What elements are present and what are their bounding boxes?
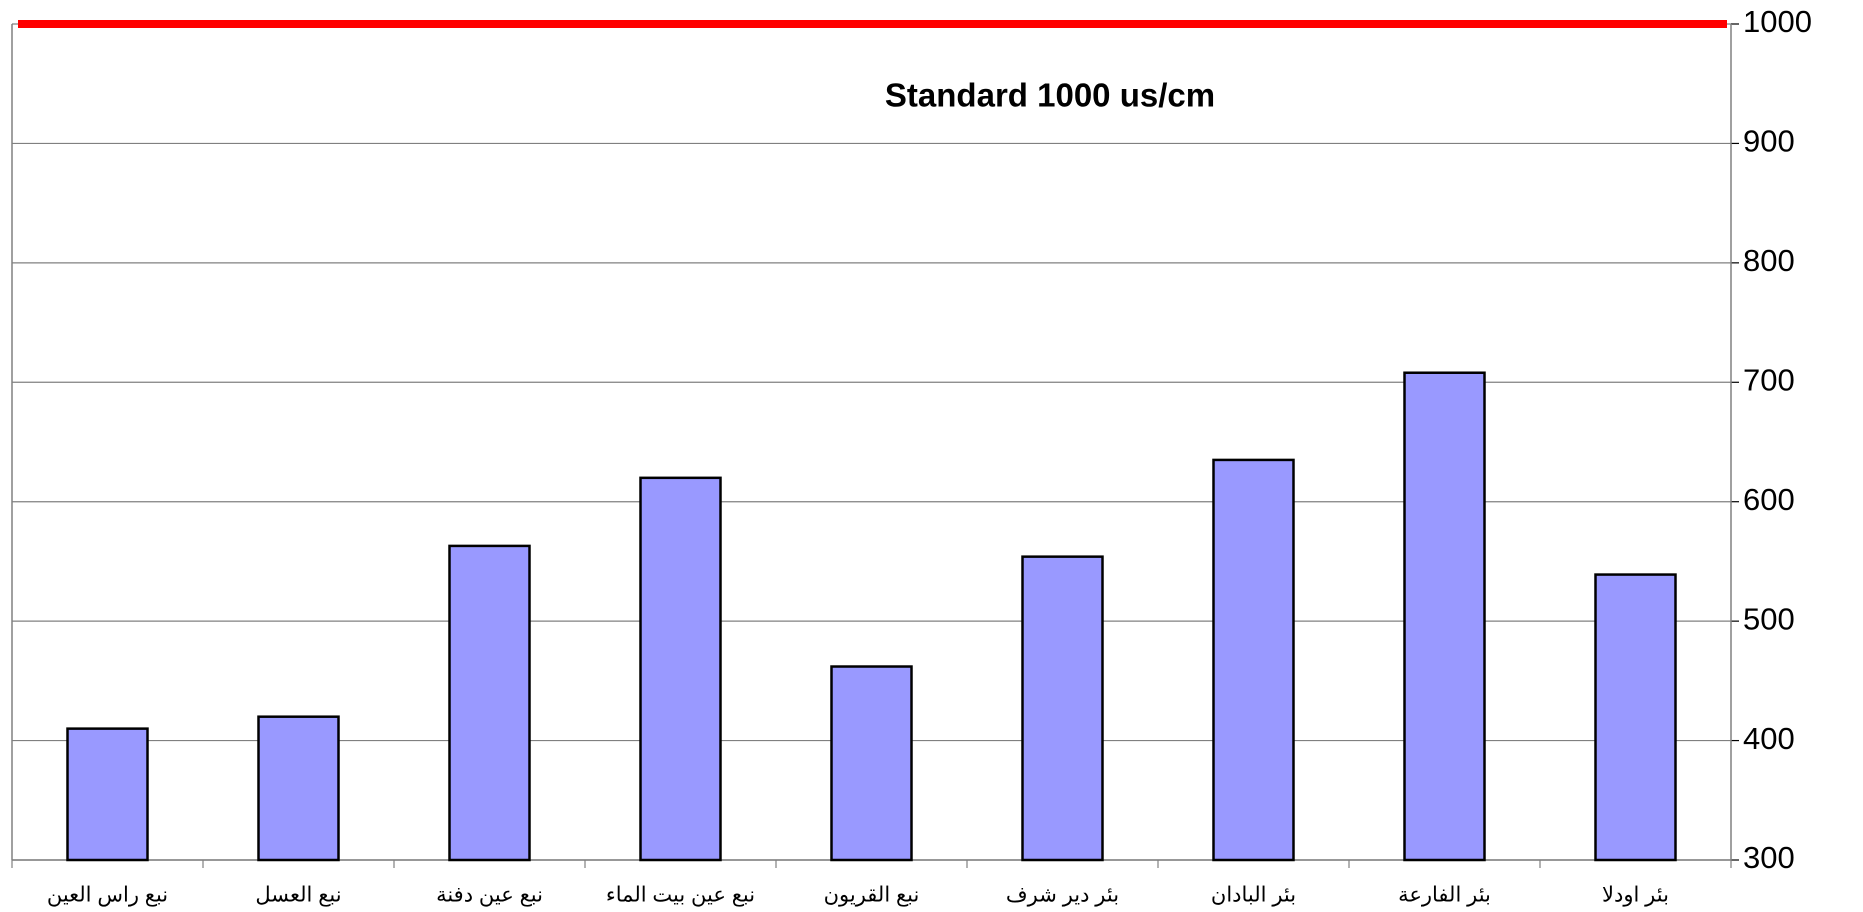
x-tick-label: نبع العسل	[255, 884, 341, 908]
bar	[830, 665, 913, 862]
y-tick-label: 900	[1743, 124, 1795, 159]
bar	[1594, 573, 1677, 862]
bar	[639, 476, 722, 862]
x-tick-label: بئر البادان	[1211, 884, 1296, 908]
y-tick-label: 700	[1743, 362, 1795, 397]
y-tick-label: 800	[1743, 243, 1795, 278]
y-tick-label: 400	[1743, 721, 1795, 756]
x-tick-label: بئر دير شرف	[1006, 884, 1119, 908]
x-tick-label: نبع عين بيت الماء	[606, 884, 755, 908]
x-tick-label: نبع القريون	[824, 884, 920, 908]
y-tick-label: 600	[1743, 482, 1795, 517]
x-tick-label: بئر اودلا	[1602, 884, 1669, 908]
x-tick-label: نبع راس العين	[47, 884, 168, 908]
bar	[66, 727, 149, 862]
y-tick-label: 300	[1743, 840, 1795, 875]
bar	[1403, 371, 1486, 862]
chart-title: Standard 1000 us/cm	[885, 77, 1215, 114]
y-tick-label: 1000	[1743, 4, 1812, 39]
bar	[1021, 555, 1104, 862]
x-tick-label: بئر الفارعة	[1398, 884, 1491, 908]
bar	[257, 715, 340, 862]
y-tick-label: 500	[1743, 601, 1795, 636]
bar	[1212, 458, 1295, 862]
bar	[448, 544, 531, 862]
x-tick-label: نبع عين دفنة	[436, 884, 543, 908]
